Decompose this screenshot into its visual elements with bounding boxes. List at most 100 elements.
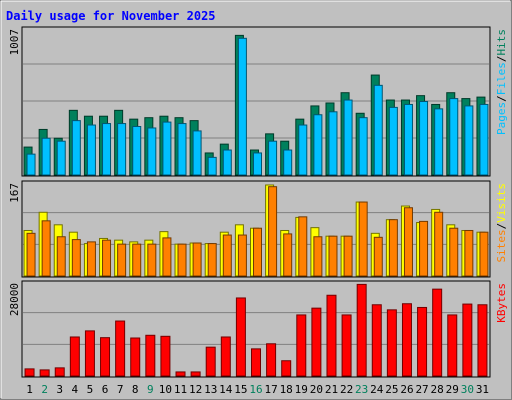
series-legend: KBytes	[495, 283, 508, 323]
bar-kbytes-day-17	[266, 343, 277, 377]
bar-kbytes-day-13	[205, 346, 216, 377]
x-tick-label-day-22: 22	[340, 383, 353, 396]
bar-sites-day-25	[388, 219, 398, 277]
x-tick-label-day-12: 12	[189, 383, 202, 396]
bar-kbytes-day-11	[175, 371, 186, 377]
bar-kbytes-day-20	[311, 307, 322, 377]
bar-kbytes-day-29	[447, 314, 458, 377]
bar-sites-day-6	[102, 239, 112, 277]
x-tick-label-day-8: 8	[132, 383, 139, 396]
bar-files-day-5	[86, 124, 96, 176]
bar-kbytes-day-18	[281, 360, 292, 377]
bar-sites-day-8	[132, 243, 142, 277]
bar-kbytes-day-16	[251, 348, 261, 377]
legend-files: Files	[495, 62, 508, 95]
y-axis-max-label: 167	[8, 183, 21, 203]
bar-kbytes-day-4	[69, 336, 80, 377]
legend-visits: Visits	[495, 183, 508, 223]
x-tick-label-day-18: 18	[280, 383, 293, 396]
x-tick-label-day-17: 17	[264, 383, 277, 396]
bar-files-day-15	[237, 37, 247, 176]
bar-kbytes-day-3	[54, 367, 65, 377]
legend-pages: Pages	[495, 102, 508, 135]
x-tick-label-day-3: 3	[56, 383, 63, 396]
bar-sites-day-30	[464, 229, 474, 277]
bar-files-day-24	[373, 84, 383, 176]
bar-sites-day-13	[207, 243, 217, 277]
bar-kbytes-day-6	[100, 337, 111, 377]
bar-files-day-28	[434, 108, 444, 176]
bar-files-day-11	[177, 123, 187, 176]
x-tick-label-day-20: 20	[310, 383, 323, 396]
bar-kbytes-day-24	[371, 304, 382, 377]
bar-sites-day-31	[479, 231, 489, 277]
bar-kbytes-day-10	[160, 335, 171, 377]
bar-kbytes-day-8	[130, 337, 141, 377]
bar-sites-day-15	[237, 234, 247, 277]
bar-files-day-18	[283, 149, 293, 176]
bar-files-day-13	[207, 156, 217, 176]
bar-kbytes-day-14	[220, 336, 231, 377]
x-tick-label-day-31: 31	[476, 383, 489, 396]
y-axis-max-label: 1007	[8, 29, 21, 56]
x-tick-label-day-25: 25	[385, 383, 398, 396]
x-tick-label-day-5: 5	[87, 383, 94, 396]
legend-hits: Hits	[495, 29, 508, 56]
x-tick-label-day-29: 29	[446, 383, 459, 396]
bar-kbytes-day-22	[341, 314, 352, 377]
bar-kbytes-day-28	[432, 288, 443, 377]
bar-kbytes-day-5	[84, 330, 95, 377]
bar-kbytes-day-25	[386, 309, 397, 377]
x-tick-label-day-2: 2	[41, 383, 48, 396]
x-tick-label-day-13: 13	[204, 383, 217, 396]
bar-sites-day-10	[162, 237, 172, 277]
bar-files-day-6	[102, 123, 112, 176]
bar-files-day-21	[328, 111, 338, 176]
bar-sites-day-16	[253, 227, 262, 277]
bar-files-day-17	[268, 140, 278, 176]
bar-kbytes-day-31	[477, 304, 488, 377]
bar-files-day-2	[41, 137, 51, 176]
series-legend: Pages/Files/Hits	[495, 29, 508, 135]
x-tick-label-day-1: 1	[26, 383, 33, 396]
bar-kbytes-day-21	[326, 294, 337, 377]
bar-sites-day-9	[147, 243, 157, 277]
bar-files-day-22	[343, 99, 353, 176]
chart-title: Daily usage for November 2025	[6, 9, 216, 23]
bar-sites-day-4	[71, 239, 81, 277]
bar-sites-day-14	[222, 234, 232, 277]
bar-sites-day-18	[283, 233, 293, 277]
bar-kbytes-day-15	[235, 297, 246, 377]
bar-kbytes-day-7	[115, 320, 126, 377]
bar-files-day-19	[298, 124, 308, 176]
x-tick-label-day-28: 28	[431, 383, 444, 396]
series-legend: Sites/Visits	[495, 183, 508, 263]
bar-files-day-29	[449, 98, 459, 176]
x-tick-label-day-11: 11	[174, 383, 187, 396]
x-tick-label-day-26: 26	[400, 383, 413, 396]
bar-files-day-10	[162, 121, 172, 176]
bar-kbytes-day-2	[39, 369, 50, 377]
bar-files-day-8	[132, 125, 142, 176]
bar-files-day-9	[147, 127, 157, 176]
bar-sites-day-21	[328, 235, 338, 277]
bar-files-day-1	[26, 153, 36, 176]
x-tick-label-day-7: 7	[117, 383, 124, 396]
bar-sites-day-28	[434, 211, 444, 277]
legend-kbytes: KBytes	[495, 283, 508, 323]
bar-sites-day-24	[373, 236, 383, 277]
bar-files-day-30	[464, 105, 474, 176]
bar-files-day-3	[56, 140, 66, 176]
bar-files-day-25	[388, 106, 398, 176]
bar-files-day-31	[479, 103, 489, 176]
bar-sites-day-20	[313, 236, 323, 277]
bar-sites-day-5	[86, 241, 96, 277]
x-tick-label-day-24: 24	[370, 383, 384, 396]
x-tick-label-day-6: 6	[102, 383, 109, 396]
bar-kbytes-day-1	[24, 368, 35, 377]
bar-files-day-26	[403, 103, 413, 176]
bar-kbytes-day-9	[145, 334, 156, 377]
bar-sites-day-2	[41, 220, 51, 277]
x-tick-label-day-19: 19	[295, 383, 308, 396]
